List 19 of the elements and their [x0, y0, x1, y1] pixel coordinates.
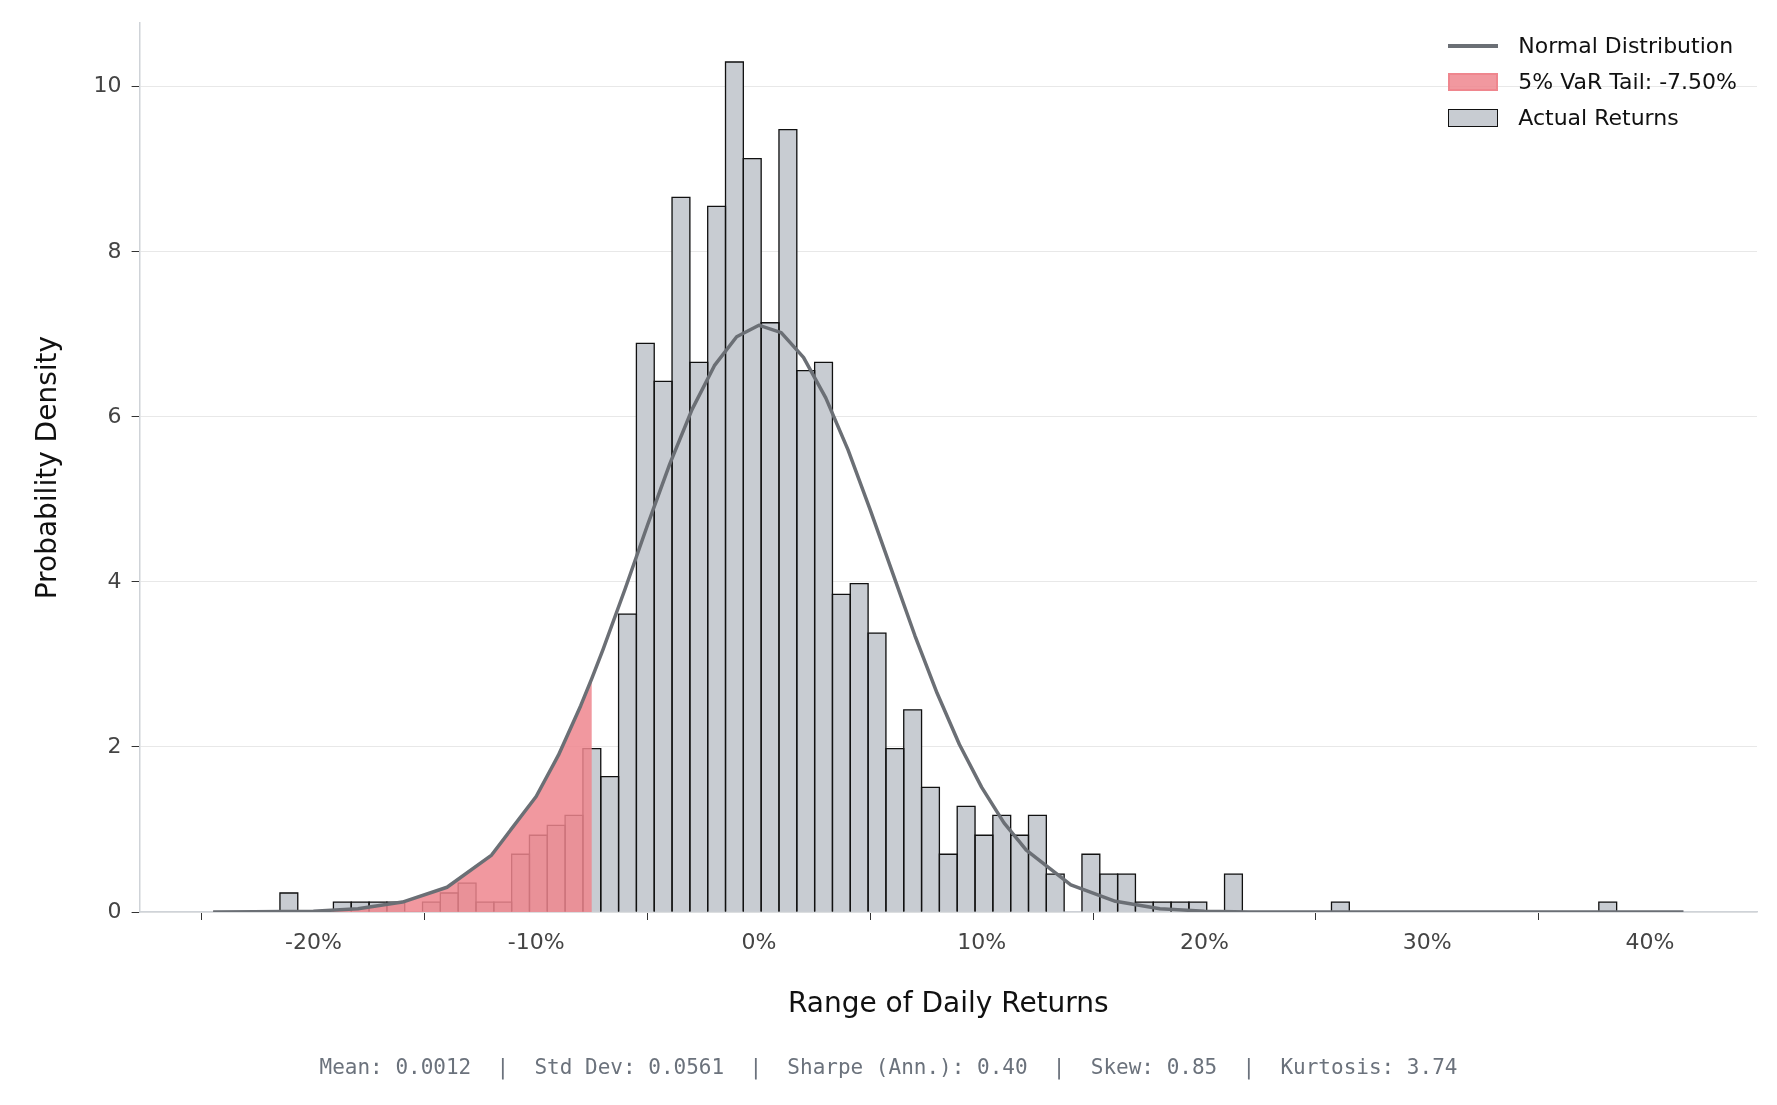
- y-axis-title: Probability Density: [30, 335, 64, 600]
- text: Mean: 0.0012 | Std Dev: 0.0561 | Sharpe (Ann.): 0.40 | Skew: 0.85 | Kurtosis: 3.74: [318, 1055, 1459, 1079]
- y-tick-label: 4: [107, 567, 122, 593]
- legend-label: Normal Distribution: [1518, 32, 1734, 60]
- legend-label: Actual Returns: [1518, 104, 1679, 132]
- x-tick-label: -20%: [284, 928, 342, 954]
- x-tick-label: -10%: [507, 928, 565, 954]
- x-tick-label: 20%: [1180, 928, 1229, 954]
- x-tick-label: 0%: [741, 928, 777, 954]
- x-tick-label: 10%: [957, 928, 1007, 954]
- legend-label: 5% VaR Tail: -7.50%: [1518, 68, 1737, 96]
- y-tick-label: 2: [107, 732, 122, 758]
- y-tick-label: 10: [93, 72, 122, 98]
- x-tick-label: 30%: [1402, 928, 1452, 954]
- y-tick-label: 8: [107, 237, 122, 263]
- y-tick-label: 6: [107, 402, 122, 428]
- x-axis-title: Range of Daily Returns: [787, 986, 1109, 1020]
- x-tick-label: 40%: [1625, 928, 1675, 954]
- y-tick-label: 0: [107, 897, 122, 923]
